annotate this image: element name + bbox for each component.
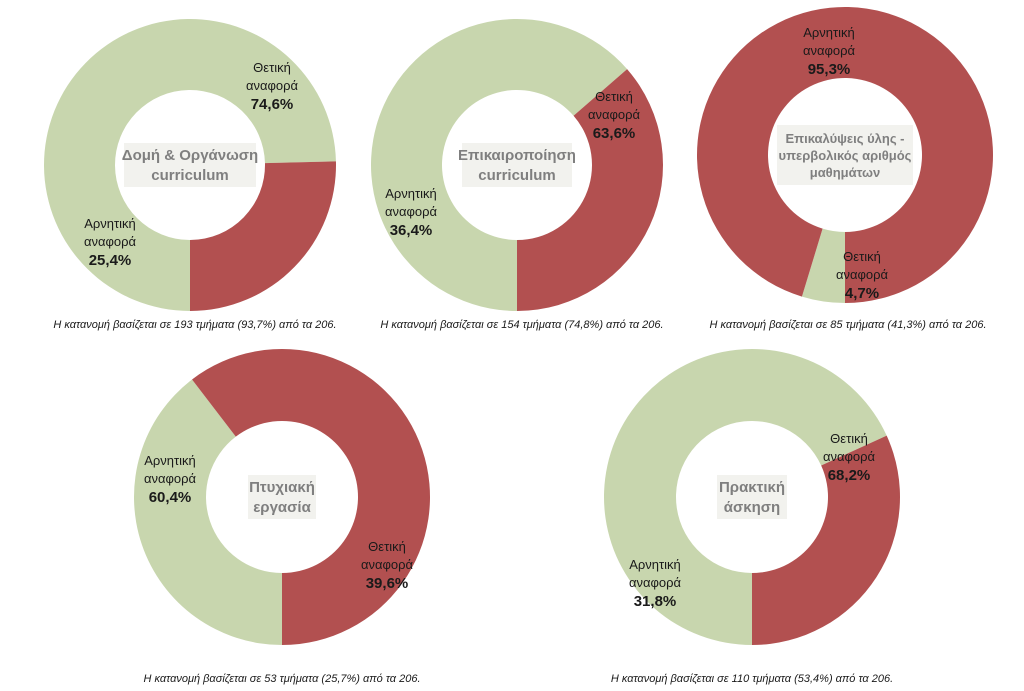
positive-slice (370, 18, 628, 311)
footnote: Η κατανομή βασίζεται σε 110 τμήματα (53,… (611, 673, 893, 685)
center-label-box (462, 143, 572, 187)
data-label-text: αναφορά (84, 234, 137, 249)
positive-slice (44, 18, 336, 311)
data-label-value: 95,3% (808, 61, 851, 78)
negative-data-label: Αρνητική αναφορά 31,8% (629, 557, 682, 610)
positive-data-label: Θετική αναφορά 63,6% (588, 89, 641, 142)
data-label-value: 68,2% (828, 467, 871, 484)
center-label-line: μαθημάτων (810, 165, 881, 180)
donut-chart-2: Επικαιροποίηση curriculum Θετική αναφορά 63,… (370, 18, 664, 331)
data-label-value: 60,4% (149, 489, 192, 506)
data-label-text: αναφορά (246, 78, 299, 93)
negative-slice (190, 161, 336, 311)
negative-data-label: Αρνητική αναφορά 36,4% (385, 186, 438, 239)
data-label-value: 36,4% (390, 222, 433, 239)
negative-data-label: Αρνητική αναφορά 60,4% (144, 453, 197, 506)
data-label-text: αναφορά (588, 107, 641, 122)
data-label-text: αναφορά (361, 557, 414, 572)
center-label-box (124, 143, 256, 187)
data-label-value: 63,6% (593, 125, 636, 142)
positive-data-label: Θετική αναφορά 4,7% (836, 249, 889, 302)
positive-data-label: Θετική αναφορά 39,6% (361, 539, 414, 592)
footnote: Η κατανομή βασίζεται σε 193 τμήματα (93,… (53, 319, 336, 331)
center-label-box (717, 475, 787, 519)
data-label-value: 31,8% (634, 593, 677, 610)
data-label-text: Θετική (253, 60, 291, 75)
negative-slice (192, 348, 431, 645)
center-label-line: Πτυχιακή (249, 479, 315, 496)
data-label-text: Αρνητική (803, 25, 855, 40)
positive-slice (134, 379, 282, 645)
data-label-text: Θετική (595, 89, 633, 104)
positive-data-label: Θετική αναφορά 68,2% (823, 431, 876, 484)
center-label-line: Πρακτική (719, 479, 785, 496)
center-label-line: Δομή & Οργάνωση (122, 147, 258, 164)
negative-slice (696, 6, 993, 304)
data-label-text: αναφορά (144, 471, 197, 486)
negative-data-label: Αρνητική αναφορά 95,3% (803, 25, 856, 78)
center-label-line: curriculum (151, 167, 229, 184)
data-label-text: αναφορά (803, 43, 856, 58)
data-label-text: Αρνητική (385, 186, 437, 201)
positive-slice (801, 228, 845, 303)
center-label-line: Επικαιροποίηση (458, 147, 576, 164)
data-label-text: Θετική (830, 431, 868, 446)
data-label-text: Θετική (368, 539, 406, 554)
donut-chart-3: Επικαλύψεις ύλης - υπερβολικός αριθμός μαθ… (696, 6, 993, 331)
data-label-text: Αρνητική (144, 453, 196, 468)
donut-chart-1: Δομή & Οργάνωση curriculum Θετική αναφορά 74… (44, 18, 337, 331)
footnote: Η κατανομή βασίζεται σε 154 τμήματα (74,… (380, 319, 663, 331)
negative-slice (752, 435, 900, 645)
data-label-text: Αρνητική (629, 557, 681, 572)
data-label-text: αναφορά (629, 575, 682, 590)
data-label-value: 4,7% (845, 285, 879, 302)
center-label-line: εργασία (253, 499, 311, 516)
data-label-text: αναφορά (823, 449, 876, 464)
positive-data-label: Θετική αναφορά 74,6% (246, 60, 299, 113)
data-label-text: αναφορά (385, 204, 438, 219)
negative-data-label: Αρνητική αναφορά 25,4% (84, 216, 137, 269)
data-label-value: 39,6% (366, 575, 409, 592)
center-label-box (777, 125, 913, 185)
footnote: Η κατανομή βασίζεται σε 85 τμήματα (41,3… (709, 319, 986, 331)
center-label-line: curriculum (478, 167, 556, 184)
positive-slice (604, 348, 887, 645)
data-label-value: 74,6% (251, 96, 294, 113)
donut-chart-4: Πτυχιακή εργασία Θετική αναφορά 39,6% Αρνητικ… (134, 348, 431, 685)
center-label-box (248, 475, 316, 519)
negative-slice (517, 69, 663, 311)
center-label-line: άσκηση (724, 499, 780, 516)
data-label-text: αναφορά (836, 267, 889, 282)
data-label-text: Θετική (843, 249, 881, 264)
center-label-line: Επικαλύψεις ύλης - (785, 131, 904, 146)
data-label-text: Αρνητική (84, 216, 136, 231)
footnote: Η κατανομή βασίζεται σε 53 τμήματα (25,7… (143, 673, 420, 685)
donut-chart-5: Πρακτική άσκηση Θετική αναφορά 68,2% Αρνητική… (604, 348, 900, 685)
data-label-value: 25,4% (89, 252, 132, 269)
center-label-line: υπερβολικός αριθμός (779, 148, 912, 163)
